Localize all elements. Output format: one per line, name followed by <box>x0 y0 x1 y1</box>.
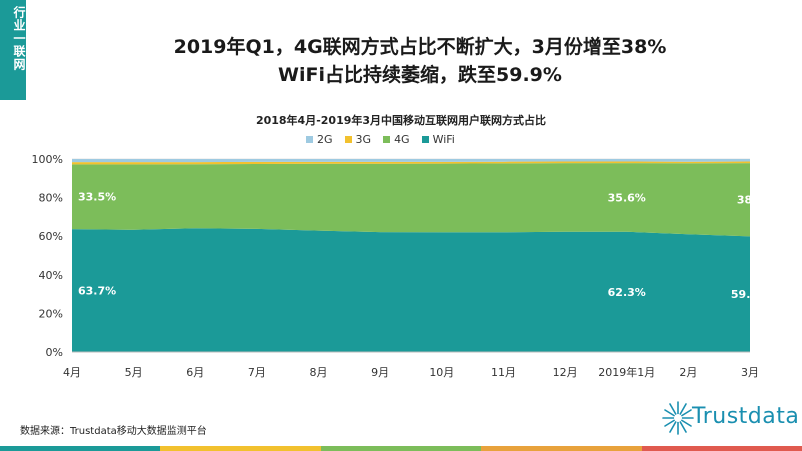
bottom-bar-segment <box>481 446 642 451</box>
legend-label-4g: 4G <box>394 133 410 146</box>
x-tick-label: 3月 <box>741 366 759 379</box>
legend-label-2g: 2G <box>317 133 333 146</box>
area-wifi <box>72 228 750 352</box>
y-tick-label: 20% <box>39 307 63 320</box>
logo-text: Trustdata <box>692 404 800 429</box>
chart-title: 2018年4月-2019年3月中国移动互联网用户联网方式占比 <box>255 114 547 127</box>
x-tick-label: 12月 <box>553 366 578 379</box>
bottom-bar-segment <box>320 446 482 451</box>
data-label: 63.7% <box>78 285 116 298</box>
x-tick-label: 2月 <box>679 366 697 379</box>
legend-item-3g: 3G <box>344 133 372 146</box>
legend-label-wifi: WiFi <box>432 133 455 146</box>
y-tick-label: 80% <box>39 192 63 205</box>
legend-swatch-4g <box>383 136 391 143</box>
x-tick-label: 2019年1月 <box>598 365 655 379</box>
legend-swatch-wifi <box>421 136 429 143</box>
legend-item-2g: 2G <box>306 133 333 146</box>
data-label: 38% <box>737 194 763 207</box>
bottom-bar-segment <box>160 446 321 451</box>
data-source-note: 数据来源：Trustdata移动大数据监测平台 <box>20 426 207 437</box>
bottom-bar-segment <box>641 446 802 451</box>
legend-swatch-3g <box>344 136 352 143</box>
area-2g <box>72 159 750 163</box>
trustdata-logo: Trustdata <box>662 396 800 440</box>
x-tick-label: 11月 <box>491 366 516 379</box>
x-tick-label: 9月 <box>371 366 389 379</box>
data-label: 35.6% <box>608 191 646 204</box>
y-tick-label: 60% <box>39 230 63 243</box>
legend-label-3g: 3G <box>355 133 372 146</box>
y-tick-label: 40% <box>39 269 63 282</box>
x-tick-label: 7月 <box>248 366 266 379</box>
x-tick-label: 5月 <box>125 366 143 379</box>
y-tick-label: 100% <box>32 153 63 166</box>
section-tab-label: 行业一联网 <box>12 6 26 71</box>
legend-item-wifi: WiFi <box>421 133 455 146</box>
page-title-line1: 2019年Q1，4G联网方式占比不断扩大，3月份增至38% <box>173 36 667 58</box>
x-tick-label: 10月 <box>429 366 454 379</box>
legend-item-4g: 4G <box>383 133 410 146</box>
chart-legend: 2G 3G 4G WiFi <box>306 133 455 146</box>
data-label: 62.3% <box>608 286 646 299</box>
x-tick-label: 6月 <box>186 366 204 379</box>
logo-burst-icon <box>662 401 694 435</box>
y-tick-label: 0% <box>46 346 63 359</box>
bottom-bar-segment <box>0 446 161 451</box>
x-tick-label: 8月 <box>310 366 328 379</box>
legend-swatch-2g <box>306 136 313 143</box>
area-3g <box>72 161 750 165</box>
section-tab: 行业一联网 <box>0 0 26 100</box>
area-4g <box>72 163 750 237</box>
bottom-color-bar <box>0 446 802 451</box>
data-label: 59.9% <box>731 288 769 301</box>
x-tick-label: 4月 <box>63 366 81 379</box>
data-label: 33.5% <box>78 191 116 204</box>
page-title-line2: WiFi占比持续萎缩，跌至59.9% <box>278 64 562 86</box>
